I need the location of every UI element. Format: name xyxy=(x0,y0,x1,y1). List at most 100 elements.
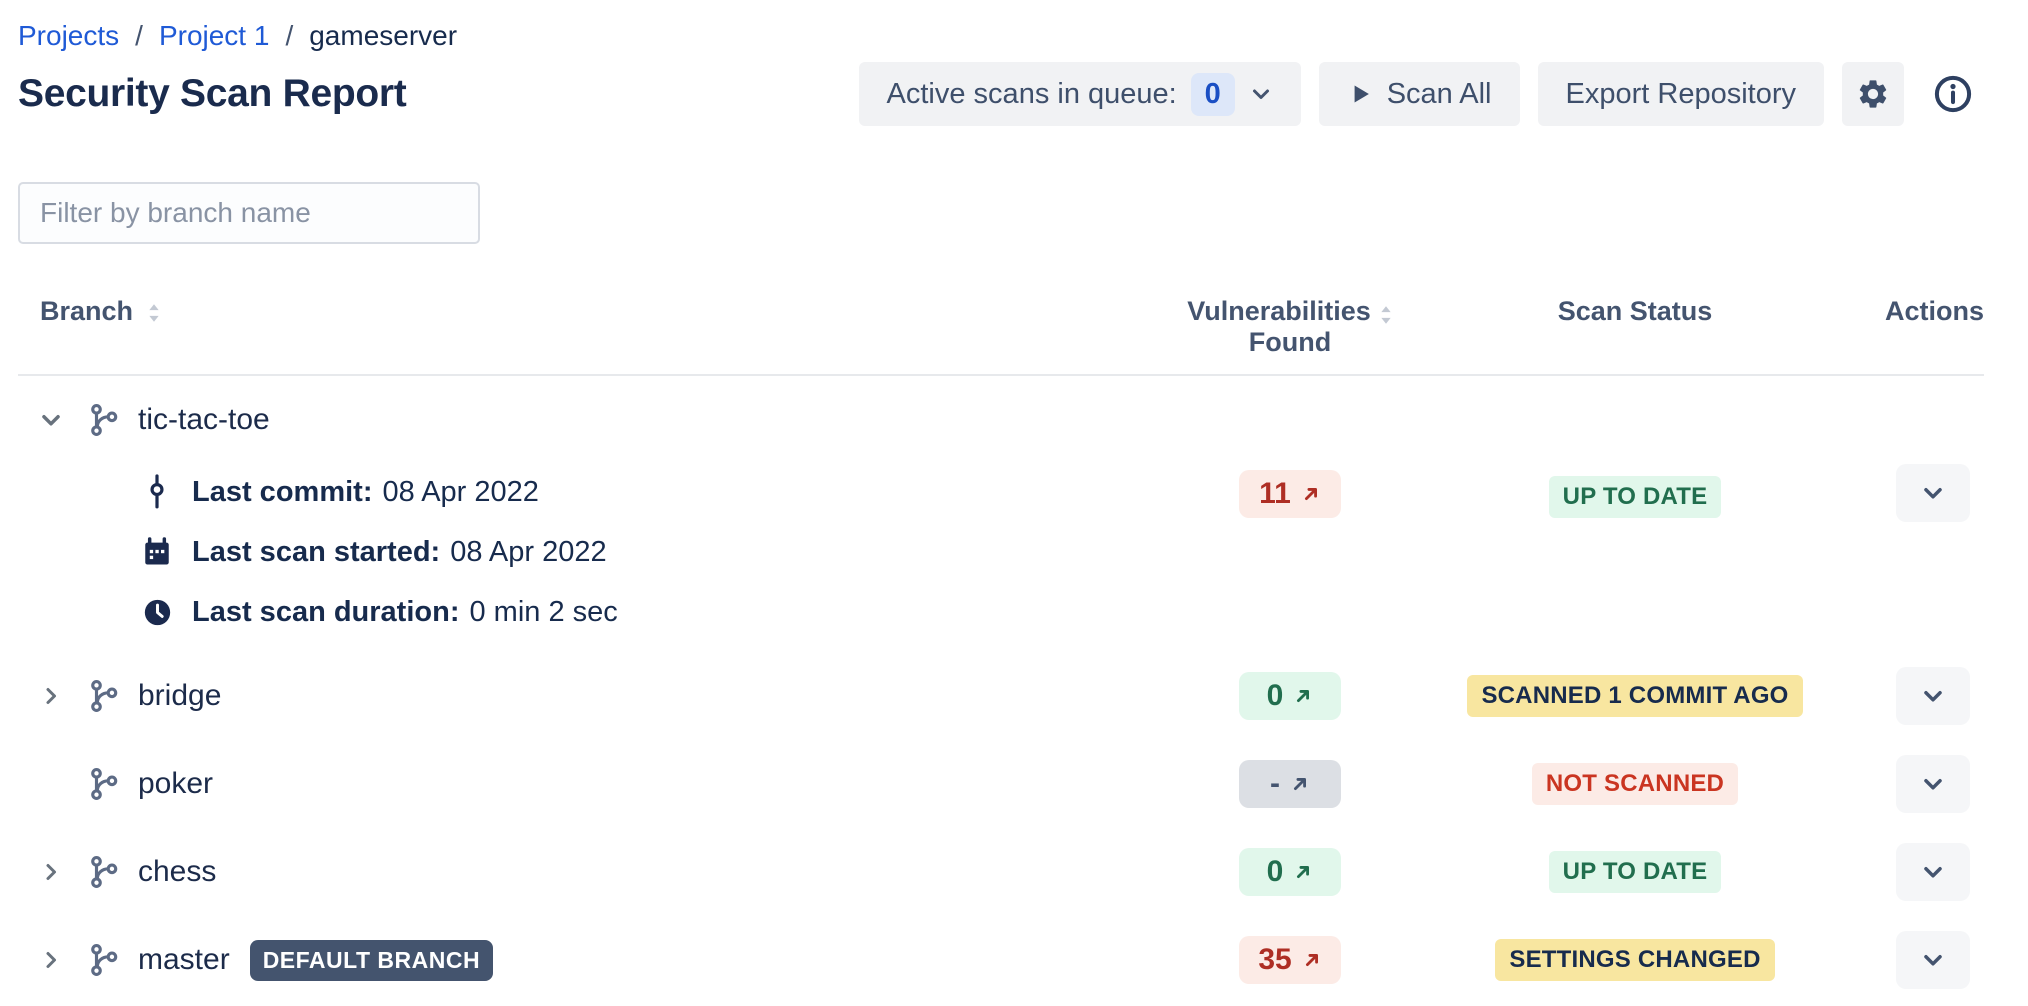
scan-all-label: Scan All xyxy=(1386,77,1492,110)
queue-count-badge: 0 xyxy=(1190,72,1235,116)
vulnerabilities-badge[interactable]: 35 xyxy=(1239,936,1341,985)
branch-detail-line: Last scan started: 08 Apr 2022 xyxy=(140,522,1120,582)
vulnerabilities-badge[interactable]: 0 xyxy=(1239,848,1341,897)
branch-cell: bridge xyxy=(18,664,1120,728)
sort-icon xyxy=(147,302,161,324)
gear-icon xyxy=(1856,77,1890,111)
branch-details: Last commit: 08 Apr 2022 Last scan start… xyxy=(18,452,1120,652)
branch-name-line: tic-tac-toe xyxy=(18,388,1120,452)
collapse-row-chevron-down-icon[interactable] xyxy=(36,407,66,433)
branch-icon xyxy=(86,677,122,715)
table-header: Branch Vulnerabilities Found Scan Status… xyxy=(18,296,1984,377)
table-row: master DEFAULT BRANCH 35 SETTINGS CHANGE… xyxy=(18,916,1984,1004)
branch-filter-input[interactable] xyxy=(18,182,480,244)
arrow-up-right-icon xyxy=(1293,686,1313,706)
vulnerabilities-cell: 11 xyxy=(1239,376,1341,519)
column-header-scan-status: Scan Status xyxy=(1557,296,1713,326)
branch-column-label: Branch xyxy=(40,296,134,326)
expand-row-chevron-right-icon[interactable] xyxy=(36,948,66,972)
active-scans-queue-label: Active scans in queue: xyxy=(886,77,1177,110)
export-repository-label: Export Repository xyxy=(1565,77,1797,110)
scan-status-cell: UP TO DATE xyxy=(1548,851,1722,894)
actions-cell xyxy=(1896,667,1984,726)
breadcrumb-project-1[interactable]: Project 1 xyxy=(158,20,270,51)
calendar-icon xyxy=(140,536,174,568)
branch-icon xyxy=(86,853,122,891)
scan-status-badge: SETTINGS CHANGED xyxy=(1495,939,1775,982)
header-bar: Security Scan Report Active scans in que… xyxy=(18,62,1984,126)
row-actions-button[interactable] xyxy=(1896,755,1970,814)
branch-detail-line: Last commit: 08 Apr 2022 xyxy=(140,462,1120,522)
vulnerabilities-count: 0 xyxy=(1266,679,1284,713)
chevron-down-icon xyxy=(1920,947,1946,973)
column-header-vulnerabilities[interactable]: Vulnerabilities Found xyxy=(1120,296,1460,358)
arrow-up-right-icon xyxy=(1301,484,1321,504)
vulnerabilities-count: 35 xyxy=(1258,943,1292,977)
scan-all-button[interactable]: Scan All xyxy=(1318,62,1520,126)
table-body: tic-tac-toe Last commit: 08 Apr 2022 Las… xyxy=(18,376,1984,1004)
clock-icon xyxy=(140,597,174,628)
row-actions-button[interactable] xyxy=(1896,667,1970,726)
vulnerabilities-count: 0 xyxy=(1266,855,1284,889)
vulnerabilities-badge[interactable]: 11 xyxy=(1239,470,1341,519)
expand-row-chevron-right-icon[interactable] xyxy=(36,860,66,884)
detail-value: 0 min 2 sec xyxy=(469,595,618,628)
expand-row-chevron-right-icon[interactable] xyxy=(36,684,66,708)
chevron-down-icon xyxy=(1249,82,1273,106)
branch-detail-line: Last scan duration: 0 min 2 sec xyxy=(140,582,1120,642)
arrow-up-right-icon xyxy=(1302,950,1322,970)
page-title: Security Scan Report xyxy=(18,72,407,115)
commit-icon xyxy=(140,471,174,513)
branch-cell: tic-tac-toe Last commit: 08 Apr 2022 Las… xyxy=(18,376,1120,652)
branch-icon xyxy=(86,941,122,979)
vulnerabilities-badge[interactable]: - xyxy=(1239,760,1341,809)
detail-value: 08 Apr 2022 xyxy=(450,535,607,568)
row-actions-button[interactable] xyxy=(1896,843,1970,902)
export-repository-button[interactable]: Export Repository xyxy=(1537,62,1824,126)
row-actions-button[interactable] xyxy=(1896,931,1970,990)
scan-status-cell: SETTINGS CHANGED xyxy=(1495,939,1775,982)
chevron-down-icon xyxy=(1920,859,1946,885)
scan-status-badge: NOT SCANNED xyxy=(1531,763,1739,806)
vulnerabilities-badge[interactable]: 0 xyxy=(1239,672,1341,721)
arrow-up-right-icon xyxy=(1290,774,1310,794)
scan-status-badge: UP TO DATE xyxy=(1548,851,1722,894)
scan-status-badge: UP TO DATE xyxy=(1548,476,1722,519)
vulnerabilities-cell: 35 xyxy=(1239,936,1341,985)
scan-status-cell: SCANNED 1 COMMIT AGO xyxy=(1467,675,1803,718)
table-row: chess 0 UP TO DATE xyxy=(18,828,1984,916)
table-row: bridge 0 SCANNED 1 COMMIT AGO xyxy=(18,652,1984,740)
breadcrumb: Projects / Project 1 / gameserver xyxy=(18,20,1984,52)
info-icon xyxy=(1932,73,1974,115)
column-header-branch[interactable]: Branch xyxy=(18,296,1120,358)
branch-cell: chess xyxy=(18,840,1120,904)
vulnerabilities-cell: - xyxy=(1239,760,1341,809)
breadcrumb-separator: / xyxy=(135,20,143,51)
branch-icon xyxy=(86,401,122,439)
scan-status-cell: UP TO DATE xyxy=(1548,376,1722,519)
play-icon xyxy=(1347,81,1373,107)
active-scans-queue-button[interactable]: Active scans in queue: 0 xyxy=(858,62,1301,126)
detail-value: 08 Apr 2022 xyxy=(382,475,539,508)
branch-cell: master DEFAULT BRANCH xyxy=(18,928,1120,992)
default-branch-badge: DEFAULT BRANCH xyxy=(249,939,494,981)
vulnerabilities-count: - xyxy=(1270,767,1280,801)
settings-button[interactable] xyxy=(1842,62,1904,126)
branch-name: master xyxy=(138,943,230,977)
breadcrumb-projects[interactable]: Projects xyxy=(18,20,120,51)
vulnerabilities-count: 11 xyxy=(1259,477,1291,511)
column-header-actions: Actions xyxy=(1884,296,1984,326)
actions-cell xyxy=(1896,843,1984,902)
info-button[interactable] xyxy=(1922,62,1984,126)
detail-label: Last commit: xyxy=(192,475,373,508)
vulnerabilities-column-label: Vulnerabilities xyxy=(1187,296,1371,326)
sort-icon xyxy=(1379,304,1393,326)
scan-status-badge: SCANNED 1 COMMIT AGO xyxy=(1467,675,1803,718)
row-actions-button[interactable] xyxy=(1896,464,1970,523)
vulnerabilities-cell: 0 xyxy=(1239,672,1341,721)
detail-label: Last scan started: xyxy=(192,535,441,568)
actions-cell xyxy=(1896,931,1984,990)
branch-name-line: bridge xyxy=(18,664,1120,728)
vulnerabilities-column-label-line2: Found xyxy=(1248,327,1332,358)
